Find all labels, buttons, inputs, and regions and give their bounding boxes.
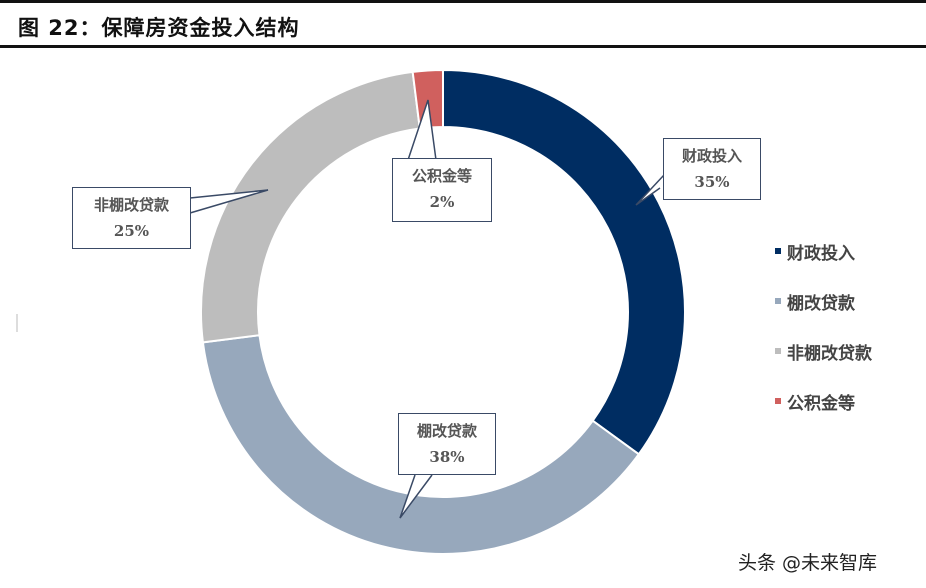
label-name: 公积金等 [411,167,472,185]
label-name: 非棚改贷款 [93,196,169,214]
legend-swatch-icon [775,398,781,404]
label-value: 38% [429,448,465,466]
donut-slices [200,68,686,555]
stray-mark [16,314,18,332]
legend-label: 公积金等 [787,393,855,414]
pointer-shantytown [399,474,433,519]
label-value: 25% [113,222,150,240]
legend-item-housing-fund: 公积金等 [775,376,872,426]
legend-item-fiscal: 财政投入 [775,226,872,276]
label-non-shantytown: 非棚改贷款 25% [72,187,191,249]
donut-slice-2 [200,70,421,344]
figure-title: 图 22：保障房资金投入结构 [18,16,300,40]
pointer-non-shantytown [189,189,269,214]
pointer-fiscal [635,174,665,206]
label-name: 财政投入 [681,147,742,165]
label-fiscal: 财政投入 35% [663,138,761,200]
label-shantytown: 棚改贷款 38% [398,413,496,475]
pointer-housing-fund [407,99,437,161]
legend-label: 财政投入 [787,243,855,264]
donut-slice-0 [442,68,686,456]
label-housing-fund: 公积金等 2% [392,158,492,222]
label-name: 棚改贷款 [416,422,477,440]
legend-label: 非棚改贷款 [787,343,872,364]
watermark: 头条 @未来智库 [738,552,878,574]
legend-swatch-icon [775,348,781,354]
label-value: 2% [429,193,455,211]
legend-label: 棚改贷款 [787,293,855,314]
title-bar: 图 22：保障房资金投入结构 [0,0,926,48]
legend-item-shantytown: 棚改贷款 [775,276,872,326]
legend-swatch-icon [775,248,781,254]
label-value: 35% [694,173,730,191]
legend-item-non-shantytown: 非棚改贷款 [775,326,872,376]
donut-slice-1 [201,334,641,555]
legend-swatch-icon [775,298,781,304]
legend: 财政投入 棚改贷款 非棚改贷款 公积金等 [775,226,872,426]
